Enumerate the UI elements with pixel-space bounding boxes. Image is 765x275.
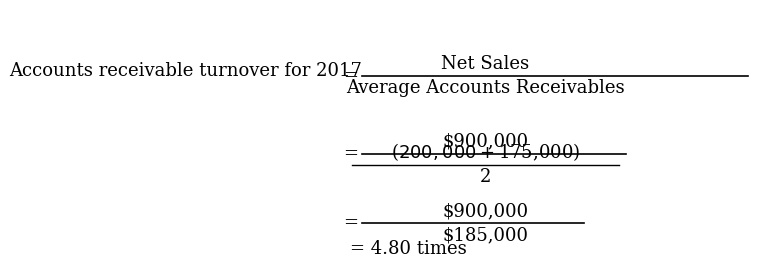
- Text: 2: 2: [480, 167, 491, 186]
- Text: =: =: [343, 145, 358, 163]
- Text: Average Accounts Receivables: Average Accounts Receivables: [346, 79, 625, 97]
- Text: ($200,000 + $175,000): ($200,000 + $175,000): [391, 141, 580, 163]
- Text: =: =: [343, 67, 358, 85]
- Text: $900,000: $900,000: [442, 202, 529, 220]
- Text: $900,000: $900,000: [442, 133, 529, 151]
- Text: = 4.80 times: = 4.80 times: [350, 240, 467, 258]
- Text: $185,000: $185,000: [442, 226, 529, 244]
- Text: =: =: [343, 214, 358, 232]
- Text: Net Sales: Net Sales: [441, 55, 529, 73]
- Text: Accounts receivable turnover for 2017: Accounts receivable turnover for 2017: [9, 62, 362, 81]
